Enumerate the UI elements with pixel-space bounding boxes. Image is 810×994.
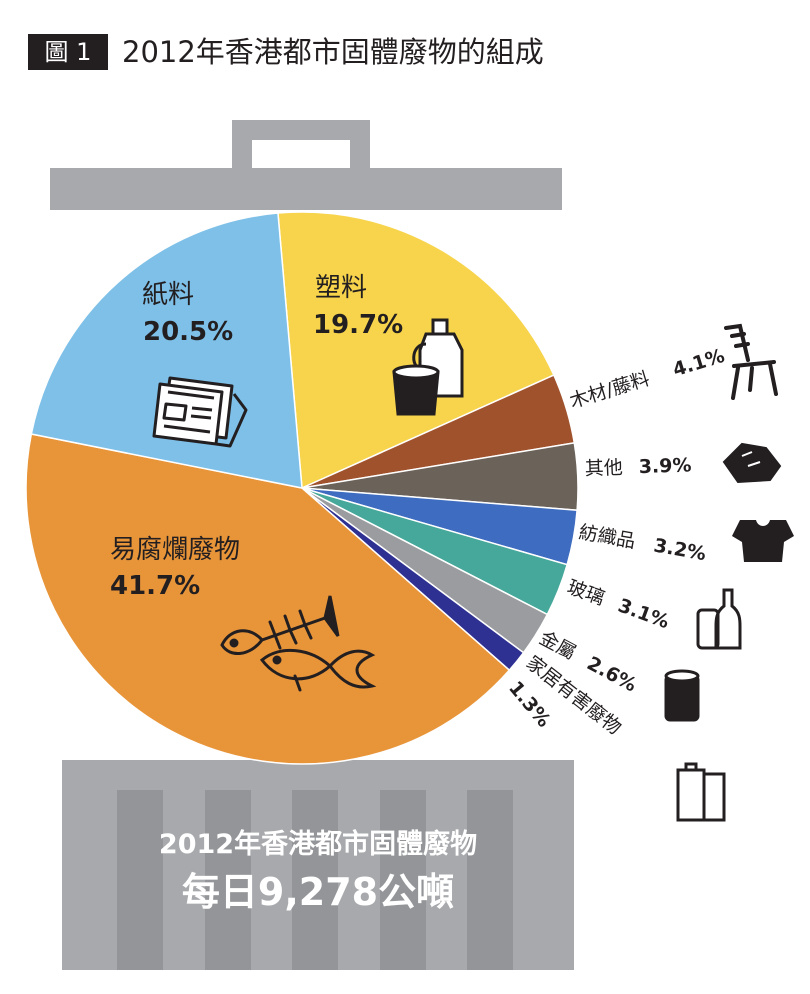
figure-label: 圖 1 — [44, 38, 92, 66]
label-paper-name: 紙料 — [142, 280, 194, 310]
label-glass-pct: 3.1% — [615, 594, 672, 633]
label-wood-pct: 4.1% — [670, 345, 727, 381]
newspaper-icon — [152, 376, 248, 448]
bin-body — [62, 760, 574, 970]
label-glass-name: 玻璃 — [564, 576, 607, 610]
figure-label-box — [28, 34, 108, 70]
fish-bones-icon — [220, 595, 377, 692]
label-plastic-pct: 19.7% — [313, 310, 403, 340]
pie-slices — [25, 211, 579, 765]
label-textiles-name: 紡織品 — [577, 521, 637, 553]
plastic-bottle-cup-icon — [392, 318, 464, 416]
chair-icon — [724, 323, 778, 400]
label-plastic-name: 塑料 — [315, 273, 367, 303]
glass-bottle-icon — [696, 588, 742, 650]
label-others-name: 其他 — [584, 457, 623, 480]
lid-icon — [50, 120, 562, 210]
figure-title: 2012年香港都市固體廢物的組成 — [122, 35, 544, 69]
label-paper-pct: 20.5% — [143, 317, 233, 347]
label-metal-pct: 2.6% — [583, 652, 640, 696]
label-putrescible-name: 易腐爛廢物 — [110, 535, 240, 565]
rubble-icon — [722, 442, 782, 484]
bin-line1: 2012年香港都市固體廢物 — [159, 828, 477, 860]
tshirt-icon — [732, 520, 794, 562]
tin-can-icon — [664, 669, 700, 722]
label-wood-name: 木材/藤料 — [567, 368, 652, 413]
label-others-pct: 3.9% — [638, 454, 691, 478]
label-putrescible-pct: 41.7% — [110, 571, 200, 601]
bin-line2: 每日9,278公噸 — [182, 870, 454, 914]
battery-icon — [676, 762, 726, 822]
label-textiles-pct: 3.2% — [652, 534, 708, 565]
pie-slice-8 — [30, 212, 303, 489]
pie-slice-7 — [25, 433, 511, 765]
